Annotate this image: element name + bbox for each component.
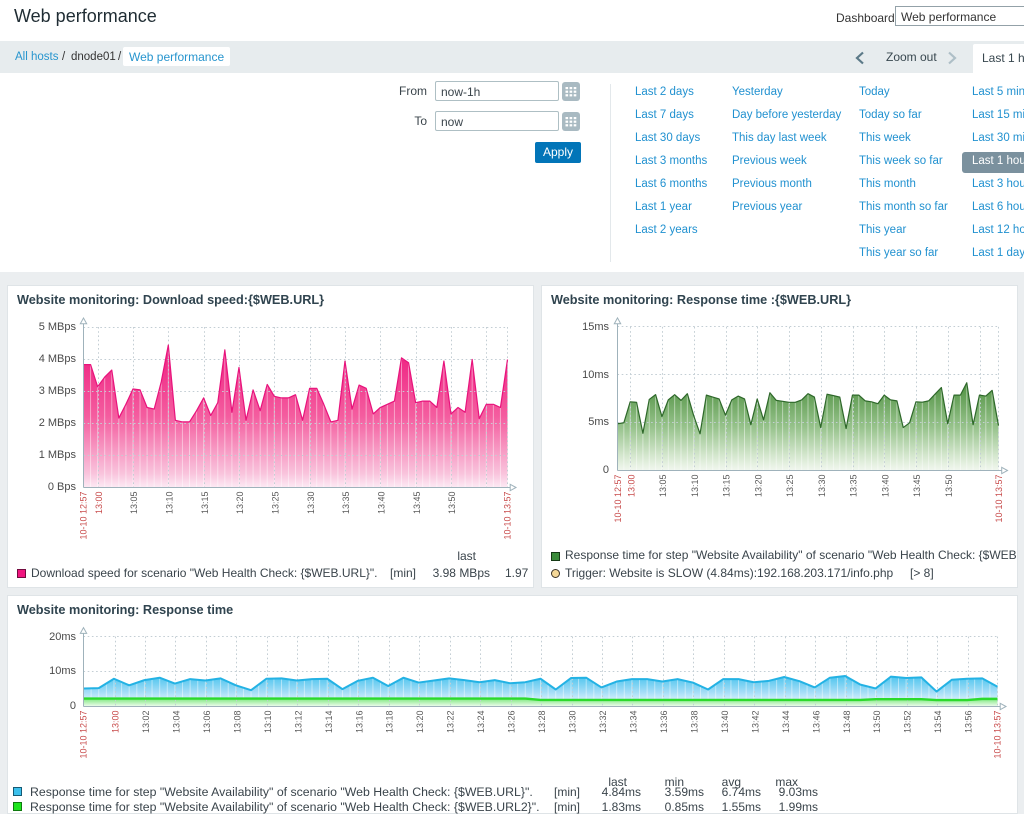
svg-text:10-10 13:57: 10-10 13:57 — [503, 492, 513, 540]
svg-text:13:45: 13:45 — [912, 475, 922, 498]
svg-text:13:14: 13:14 — [324, 711, 334, 734]
svg-text:13:08: 13:08 — [232, 711, 242, 734]
svg-text:13:35: 13:35 — [341, 492, 351, 515]
svg-text:13:04: 13:04 — [171, 711, 181, 734]
svg-text:13:30: 13:30 — [306, 492, 316, 515]
svg-text:13:32: 13:32 — [598, 711, 608, 734]
svg-text:10-10 12:57: 10-10 12:57 — [79, 492, 89, 540]
svg-text:13:10: 13:10 — [263, 711, 273, 734]
svg-text:13:10: 13:10 — [165, 492, 175, 515]
svg-text:13:46: 13:46 — [811, 711, 821, 734]
svg-text:13:28: 13:28 — [537, 711, 547, 734]
svg-text:13:35: 13:35 — [849, 475, 859, 498]
svg-text:13:24: 13:24 — [476, 711, 486, 734]
svg-text:13:50: 13:50 — [447, 492, 457, 515]
svg-text:13:25: 13:25 — [270, 492, 280, 515]
svg-text:10-10 13:57: 10-10 13:57 — [994, 475, 1004, 523]
svg-text:13:30: 13:30 — [568, 711, 578, 734]
svg-text:13:10: 13:10 — [690, 475, 700, 498]
svg-text:13:12: 13:12 — [293, 711, 303, 734]
svg-text:13:22: 13:22 — [446, 711, 456, 734]
svg-text:13:50: 13:50 — [944, 475, 954, 498]
svg-text:13:05: 13:05 — [129, 492, 139, 515]
svg-text:13:15: 13:15 — [722, 475, 732, 498]
svg-text:13:36: 13:36 — [659, 711, 669, 734]
svg-text:13:54: 13:54 — [933, 711, 943, 734]
svg-text:13:56: 13:56 — [964, 711, 974, 734]
svg-text:13:40: 13:40 — [880, 475, 890, 498]
svg-text:13:40: 13:40 — [376, 492, 386, 515]
svg-text:10-10 13:57: 10-10 13:57 — [993, 711, 1003, 759]
svg-text:10-10 12:57: 10-10 12:57 — [79, 711, 89, 759]
svg-text:13:45: 13:45 — [412, 492, 422, 515]
svg-text:13:50: 13:50 — [872, 711, 882, 734]
svg-text:13:42: 13:42 — [750, 711, 760, 734]
svg-text:13:02: 13:02 — [141, 711, 151, 734]
svg-text:13:20: 13:20 — [753, 475, 763, 498]
svg-text:13:00: 13:00 — [626, 475, 636, 498]
svg-text:13:40: 13:40 — [720, 711, 730, 734]
svg-text:13:06: 13:06 — [202, 711, 212, 734]
svg-text:13:05: 13:05 — [658, 475, 668, 498]
svg-text:13:25: 13:25 — [785, 475, 795, 498]
svg-text:13:20: 13:20 — [235, 492, 245, 515]
svg-text:13:00: 13:00 — [94, 492, 104, 515]
svg-text:13:16: 13:16 — [354, 711, 364, 734]
svg-text:13:15: 13:15 — [200, 492, 210, 515]
svg-text:10-10 12:57: 10-10 12:57 — [613, 475, 623, 523]
svg-text:13:38: 13:38 — [689, 711, 699, 734]
svg-text:13:48: 13:48 — [842, 711, 852, 734]
svg-text:13:30: 13:30 — [817, 475, 827, 498]
svg-text:13:20: 13:20 — [415, 711, 425, 734]
svg-text:13:44: 13:44 — [781, 711, 791, 734]
svg-text:13:00: 13:00 — [111, 711, 121, 734]
svg-text:13:26: 13:26 — [507, 711, 517, 734]
svg-text:13:34: 13:34 — [629, 711, 639, 734]
svg-text:13:52: 13:52 — [903, 711, 913, 734]
svg-text:13:18: 13:18 — [385, 711, 395, 734]
